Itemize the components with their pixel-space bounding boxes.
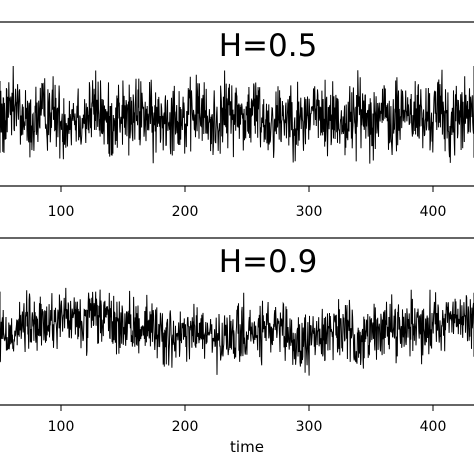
series-bottom — [0, 287, 474, 376]
x-tick-label: 400 — [420, 419, 447, 435]
chart-title-top: H=0.5 — [219, 28, 318, 64]
x-tick-label: 200 — [172, 204, 199, 220]
x-ticks-bottom: 100 200 300 400 — [48, 405, 447, 435]
x-ticks-top: 100 200 300 400 — [48, 186, 447, 220]
chart-title-bottom: H=0.9 — [219, 244, 318, 280]
x-tick-label: 100 — [48, 419, 75, 435]
x-tick-label: 100 — [48, 204, 75, 220]
plot-frame-top — [0, 21, 474, 187]
series-top — [0, 65, 474, 164]
x-axis-label: time — [230, 438, 264, 456]
x-tick-label: 200 — [172, 419, 199, 435]
x-tick-label: 300 — [296, 419, 323, 435]
panel-bottom: H=0.9 100 200 300 400 time — [0, 237, 474, 456]
series-line-bottom — [0, 287, 474, 376]
panel-top: H=0.5 100 200 300 400 — [0, 21, 474, 220]
x-tick-label: 400 — [420, 204, 447, 220]
plot-frame-bottom — [0, 237, 474, 406]
series-line-top — [0, 65, 474, 164]
x-tick-label: 300 — [296, 204, 323, 220]
